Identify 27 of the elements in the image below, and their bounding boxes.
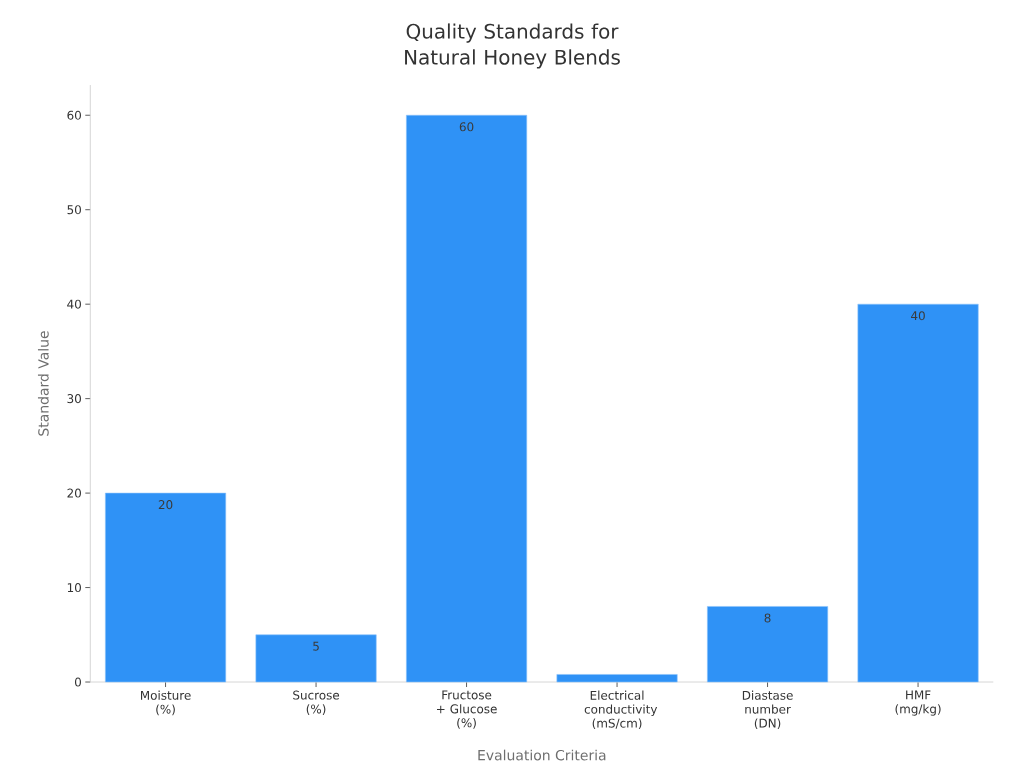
x-axis-title: Evaluation Criteria: [478, 749, 606, 761]
y-tick-label: 10: [67, 583, 81, 593]
y-tick-label: 40: [67, 299, 81, 309]
data-label: 20: [158, 500, 173, 510]
bar: [255, 634, 377, 683]
y-tick-label: 60: [67, 110, 81, 120]
x-tick-label: Fructose + Glucose (%): [437, 690, 497, 729]
y-tick-label: 0: [74, 677, 81, 687]
x-tick-label: Diastase number (DN): [742, 690, 793, 730]
y-axis-title: Standard Value: [37, 331, 49, 436]
x-tick-label: Sucrose (%): [293, 690, 340, 715]
y-tick-label: 50: [67, 205, 81, 215]
data-label: 8: [764, 613, 771, 623]
bar: [707, 606, 829, 683]
x-tick-label: Moisture (%): [141, 690, 191, 716]
bar: [406, 114, 528, 683]
y-tick-label: 30: [67, 394, 81, 404]
bar: [556, 674, 678, 683]
y-tick-label: 20: [67, 488, 81, 498]
data-label: 40: [911, 311, 925, 321]
chart-title: Quality Standards for Natural Honey Blends: [405, 23, 620, 69]
bar: [105, 492, 227, 683]
data-label: 5: [313, 641, 319, 651]
bar: [857, 303, 979, 683]
data-label: 60: [459, 122, 474, 132]
x-tick-label: HMF (mg/kg): [895, 690, 941, 716]
x-tick-label: Electrical conductivity (mS/cm): [584, 690, 658, 730]
